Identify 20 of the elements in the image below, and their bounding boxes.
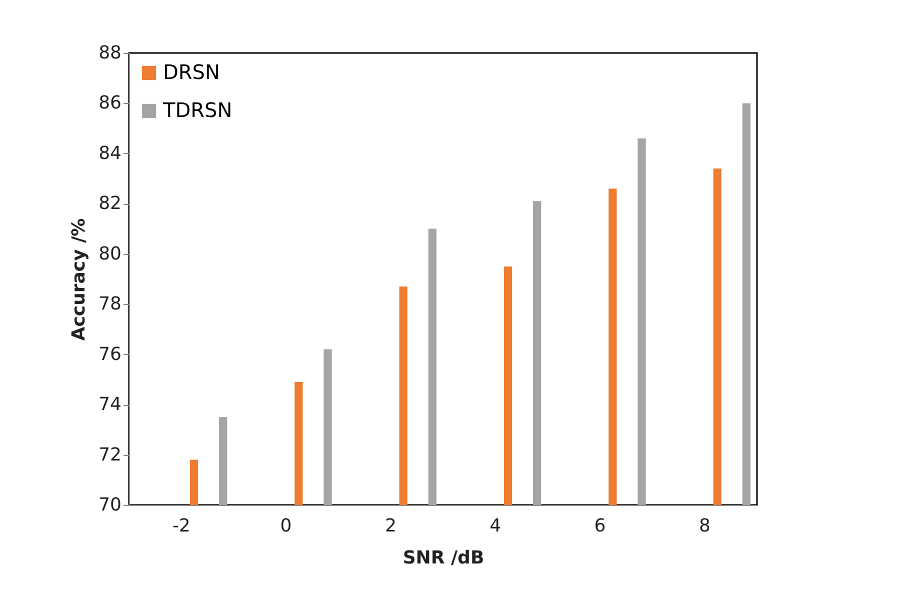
legend-label: DRSN [163,60,220,84]
y-tick-label: 74 [98,394,122,416]
x-tick-label: -2 [172,516,190,536]
x-tick-label: 8 [698,516,710,536]
y-axis-title: Accuracy /% [68,218,90,341]
y-tick-label: 82 [98,193,122,214]
y-tick-label: 86 [98,92,122,114]
y-tick-label: 84 [98,142,122,164]
y-tick-label: 88 [98,42,122,64]
x-axis-title: SNR /dB [402,548,484,568]
x-tick-label: 0 [280,516,292,536]
legend-label: TDRSN [162,98,232,122]
y-tick-label: 78 [98,294,122,315]
y-tick-label: 70 [98,494,122,516]
x-tick-label: 2 [384,516,396,536]
x-tick-label: 6 [594,516,606,536]
x-tick-label: 4 [490,516,502,536]
y-tick-label: 76 [98,344,122,365]
y-tick-label: 72 [98,444,122,466]
y-tick-label: 80 [98,243,122,264]
